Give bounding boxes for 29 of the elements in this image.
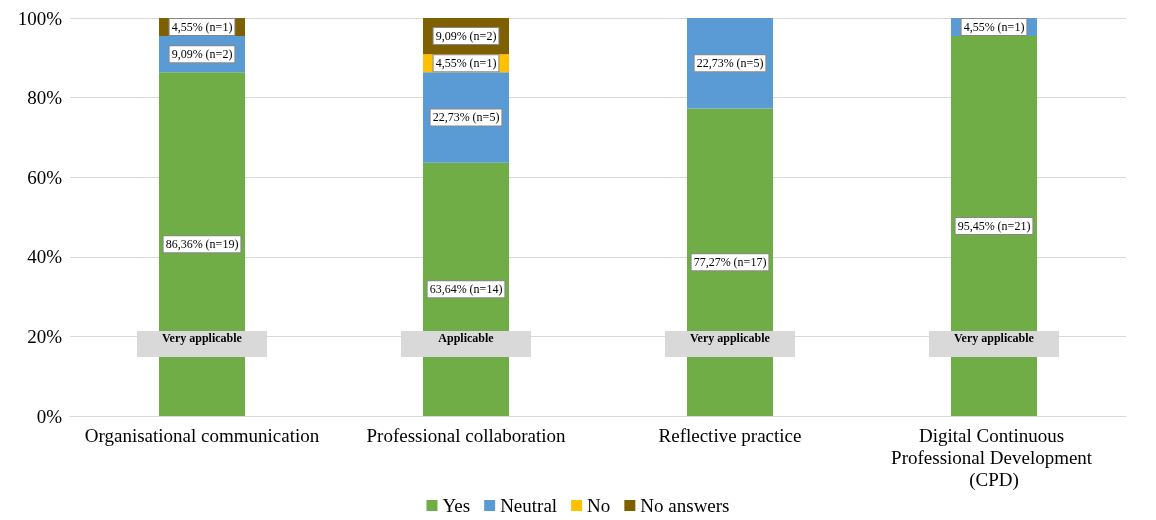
x-tick-label: Reflective practice bbox=[658, 424, 802, 446]
x-tick-label: Professional collaboration bbox=[366, 424, 566, 446]
data-label: 9,09% (n=2) bbox=[435, 29, 497, 44]
y-tick-label: 100% bbox=[17, 7, 63, 29]
x-tick-label: Organisational communication bbox=[84, 424, 320, 446]
data-label: 4,55% (n=1) bbox=[963, 20, 1025, 35]
data-label: 77,27% (n=17) bbox=[693, 255, 767, 270]
y-tick-label: 80% bbox=[27, 87, 63, 109]
data-label: 86,36% (n=19) bbox=[165, 237, 239, 252]
data-label: 22,73% (n=5) bbox=[432, 110, 500, 125]
y-tick-label: 60% bbox=[27, 166, 63, 188]
data-label: 63,64% (n=14) bbox=[429, 282, 503, 297]
label-box: Very applicable bbox=[665, 331, 795, 358]
data-label: 4,55% (n=1) bbox=[435, 56, 497, 71]
x-tick-label: Digital Continuous Professional Development (CPD) bbox=[891, 424, 1097, 491]
label-box: Very applicable bbox=[929, 331, 1059, 358]
legend-label: No answers bbox=[640, 495, 730, 516]
data-label: 4,55% (n=1) bbox=[171, 20, 233, 35]
legend-label: No bbox=[587, 495, 611, 516]
y-tick-label: 40% bbox=[27, 246, 63, 268]
y-tick-label: 20% bbox=[27, 325, 63, 347]
data-label: 9,09% (n=2) bbox=[171, 47, 233, 62]
data-label: 22,73% (n=5) bbox=[696, 56, 764, 71]
legend-label: Yes bbox=[442, 495, 471, 516]
label-box: Very applicable bbox=[137, 331, 267, 358]
data-label: 95,45% (n=21) bbox=[957, 219, 1031, 234]
legend-label: Neutral bbox=[500, 495, 558, 516]
y-tick-label: 0% bbox=[36, 405, 63, 427]
label-box: Applicable bbox=[401, 331, 531, 358]
